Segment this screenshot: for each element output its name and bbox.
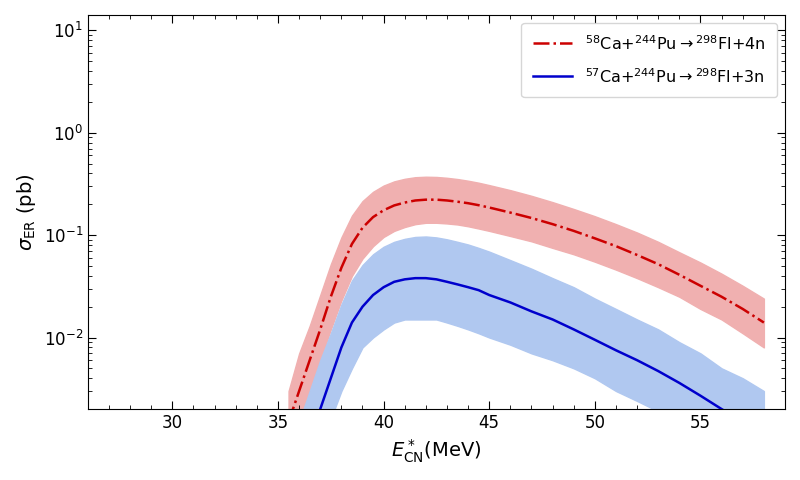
$^{58}$Ca+$^{244}$Pu$\rightarrow$$^{298}$Fl+4n (368, 214, 378, 220)
$^{58}$Ca+$^{244}$Pu$\rightarrow$$^{298}$Fl+4n (526, 215, 536, 221)
$^{57}$Ca+$^{244}$Pu$\rightarrow$$^{298}$Fl+3n (347, 320, 357, 325)
Y-axis label: $\sigma_{\mathrm{ER}}$ (pb): $\sigma_{\mathrm{ER}}$ (pb) (15, 173, 38, 251)
$^{57}$Ca+$^{244}$Pu$\rightarrow$$^{298}$Fl+3n (432, 276, 442, 282)
$^{58}$Ca+$^{244}$Pu$\rightarrow$$^{298}$Fl+4n (759, 320, 769, 325)
$^{57}$Ca+$^{244}$Pu$\rightarrow$$^{298}$Fl+3n (717, 406, 726, 412)
$^{58}$Ca+$^{244}$Pu$\rightarrow$$^{298}$Fl+4n (569, 228, 578, 234)
X-axis label: $E^*_{\mathrm{CN}}$(MeV): $E^*_{\mathrm{CN}}$(MeV) (391, 438, 482, 465)
$^{58}$Ca+$^{244}$Pu$\rightarrow$$^{298}$Fl+4n (358, 225, 367, 231)
$^{58}$Ca+$^{244}$Pu$\rightarrow$$^{298}$Fl+4n (590, 236, 600, 241)
Legend: $^{58}$Ca+$^{244}$Pu$\rightarrow$$^{298}$Fl+4n, $^{57}$Ca+$^{244}$Pu$\rightarrow: $^{58}$Ca+$^{244}$Pu$\rightarrow$$^{298}… (522, 23, 777, 97)
$^{58}$Ca+$^{244}$Pu$\rightarrow$$^{298}$Fl+4n (717, 294, 726, 300)
$^{58}$Ca+$^{244}$Pu$\rightarrow$$^{298}$Fl+4n (432, 197, 442, 203)
$^{58}$Ca+$^{244}$Pu$\rightarrow$$^{298}$Fl+4n (453, 199, 462, 204)
$^{58}$Ca+$^{244}$Pu$\rightarrow$$^{298}$Fl+4n (632, 252, 642, 258)
$^{58}$Ca+$^{244}$Pu$\rightarrow$$^{298}$Fl+4n (485, 204, 494, 210)
$^{57}$Ca+$^{244}$Pu$\rightarrow$$^{298}$Fl+3n (410, 275, 420, 281)
$^{58}$Ca+$^{244}$Pu$\rightarrow$$^{298}$Fl+4n (326, 294, 336, 300)
$^{57}$Ca+$^{244}$Pu$\rightarrow$$^{298}$Fl+3n (590, 337, 600, 343)
$^{57}$Ca+$^{244}$Pu$\rightarrow$$^{298}$Fl+3n (738, 419, 747, 425)
$^{57}$Ca+$^{244}$Pu$\rightarrow$$^{298}$Fl+3n (696, 393, 706, 398)
$^{58}$Ca+$^{244}$Pu$\rightarrow$$^{298}$Fl+4n (674, 272, 684, 277)
$^{58}$Ca+$^{244}$Pu$\rightarrow$$^{298}$Fl+4n (305, 357, 314, 363)
$^{58}$Ca+$^{244}$Pu$\rightarrow$$^{298}$Fl+4n (611, 243, 621, 249)
$^{57}$Ca+$^{244}$Pu$\rightarrow$$^{298}$Fl+3n (674, 380, 684, 386)
$^{58}$Ca+$^{244}$Pu$\rightarrow$$^{298}$Fl+4n (410, 198, 420, 204)
$^{58}$Ca+$^{244}$Pu$\rightarrow$$^{298}$Fl+4n (315, 326, 325, 332)
$^{57}$Ca+$^{244}$Pu$\rightarrow$$^{298}$Fl+3n (400, 276, 410, 282)
$^{57}$Ca+$^{244}$Pu$\rightarrow$$^{298}$Fl+3n (506, 300, 515, 305)
$^{58}$Ca+$^{244}$Pu$\rightarrow$$^{298}$Fl+4n (696, 283, 706, 288)
$^{57}$Ca+$^{244}$Pu$\rightarrow$$^{298}$Fl+3n (453, 282, 462, 288)
$^{58}$Ca+$^{244}$Pu$\rightarrow$$^{298}$Fl+4n (347, 241, 357, 247)
$^{58}$Ca+$^{244}$Pu$\rightarrow$$^{298}$Fl+4n (284, 419, 294, 425)
$^{57}$Ca+$^{244}$Pu$\rightarrow$$^{298}$Fl+3n (337, 345, 346, 350)
Line: $^{58}$Ca+$^{244}$Pu$\rightarrow$$^{298}$Fl+4n: $^{58}$Ca+$^{244}$Pu$\rightarrow$$^{298}… (289, 200, 764, 422)
$^{58}$Ca+$^{244}$Pu$\rightarrow$$^{298}$Fl+4n (294, 388, 304, 394)
$^{57}$Ca+$^{244}$Pu$\rightarrow$$^{298}$Fl+3n (463, 284, 473, 290)
$^{57}$Ca+$^{244}$Pu$\rightarrow$$^{298}$Fl+3n (358, 304, 367, 310)
$^{57}$Ca+$^{244}$Pu$\rightarrow$$^{298}$Fl+3n (654, 368, 663, 374)
$^{58}$Ca+$^{244}$Pu$\rightarrow$$^{298}$Fl+4n (463, 200, 473, 206)
Line: $^{57}$Ca+$^{244}$Pu$\rightarrow$$^{298}$Fl+3n: $^{57}$Ca+$^{244}$Pu$\rightarrow$$^{298}… (289, 278, 764, 480)
$^{58}$Ca+$^{244}$Pu$\rightarrow$$^{298}$Fl+4n (738, 306, 747, 312)
$^{57}$Ca+$^{244}$Pu$\rightarrow$$^{298}$Fl+3n (294, 460, 304, 466)
$^{58}$Ca+$^{244}$Pu$\rightarrow$$^{298}$Fl+4n (474, 203, 483, 208)
$^{57}$Ca+$^{244}$Pu$\rightarrow$$^{298}$Fl+3n (442, 279, 452, 285)
$^{58}$Ca+$^{244}$Pu$\rightarrow$$^{298}$Fl+4n (442, 198, 452, 204)
$^{58}$Ca+$^{244}$Pu$\rightarrow$$^{298}$Fl+4n (337, 265, 346, 271)
$^{57}$Ca+$^{244}$Pu$\rightarrow$$^{298}$Fl+3n (759, 437, 769, 443)
$^{57}$Ca+$^{244}$Pu$\rightarrow$$^{298}$Fl+3n (526, 309, 536, 314)
$^{57}$Ca+$^{244}$Pu$\rightarrow$$^{298}$Fl+3n (315, 406, 325, 412)
$^{57}$Ca+$^{244}$Pu$\rightarrow$$^{298}$Fl+3n (611, 348, 621, 353)
$^{58}$Ca+$^{244}$Pu$\rightarrow$$^{298}$Fl+4n (654, 261, 663, 267)
$^{57}$Ca+$^{244}$Pu$\rightarrow$$^{298}$Fl+3n (569, 326, 578, 332)
$^{58}$Ca+$^{244}$Pu$\rightarrow$$^{298}$Fl+4n (421, 197, 430, 203)
$^{58}$Ca+$^{244}$Pu$\rightarrow$$^{298}$Fl+4n (390, 203, 399, 208)
$^{57}$Ca+$^{244}$Pu$\rightarrow$$^{298}$Fl+3n (485, 292, 494, 298)
$^{57}$Ca+$^{244}$Pu$\rightarrow$$^{298}$Fl+3n (421, 275, 430, 281)
$^{58}$Ca+$^{244}$Pu$\rightarrow$$^{298}$Fl+4n (379, 207, 389, 213)
$^{57}$Ca+$^{244}$Pu$\rightarrow$$^{298}$Fl+3n (548, 317, 558, 323)
$^{58}$Ca+$^{244}$Pu$\rightarrow$$^{298}$Fl+4n (506, 210, 515, 216)
$^{58}$Ca+$^{244}$Pu$\rightarrow$$^{298}$Fl+4n (400, 200, 410, 205)
$^{57}$Ca+$^{244}$Pu$\rightarrow$$^{298}$Fl+3n (390, 279, 399, 285)
$^{57}$Ca+$^{244}$Pu$\rightarrow$$^{298}$Fl+3n (326, 375, 336, 381)
$^{57}$Ca+$^{244}$Pu$\rightarrow$$^{298}$Fl+3n (368, 292, 378, 298)
$^{57}$Ca+$^{244}$Pu$\rightarrow$$^{298}$Fl+3n (632, 357, 642, 363)
$^{57}$Ca+$^{244}$Pu$\rightarrow$$^{298}$Fl+3n (379, 284, 389, 290)
$^{57}$Ca+$^{244}$Pu$\rightarrow$$^{298}$Fl+3n (474, 288, 483, 293)
$^{58}$Ca+$^{244}$Pu$\rightarrow$$^{298}$Fl+4n (548, 221, 558, 227)
$^{57}$Ca+$^{244}$Pu$\rightarrow$$^{298}$Fl+3n (305, 437, 314, 443)
